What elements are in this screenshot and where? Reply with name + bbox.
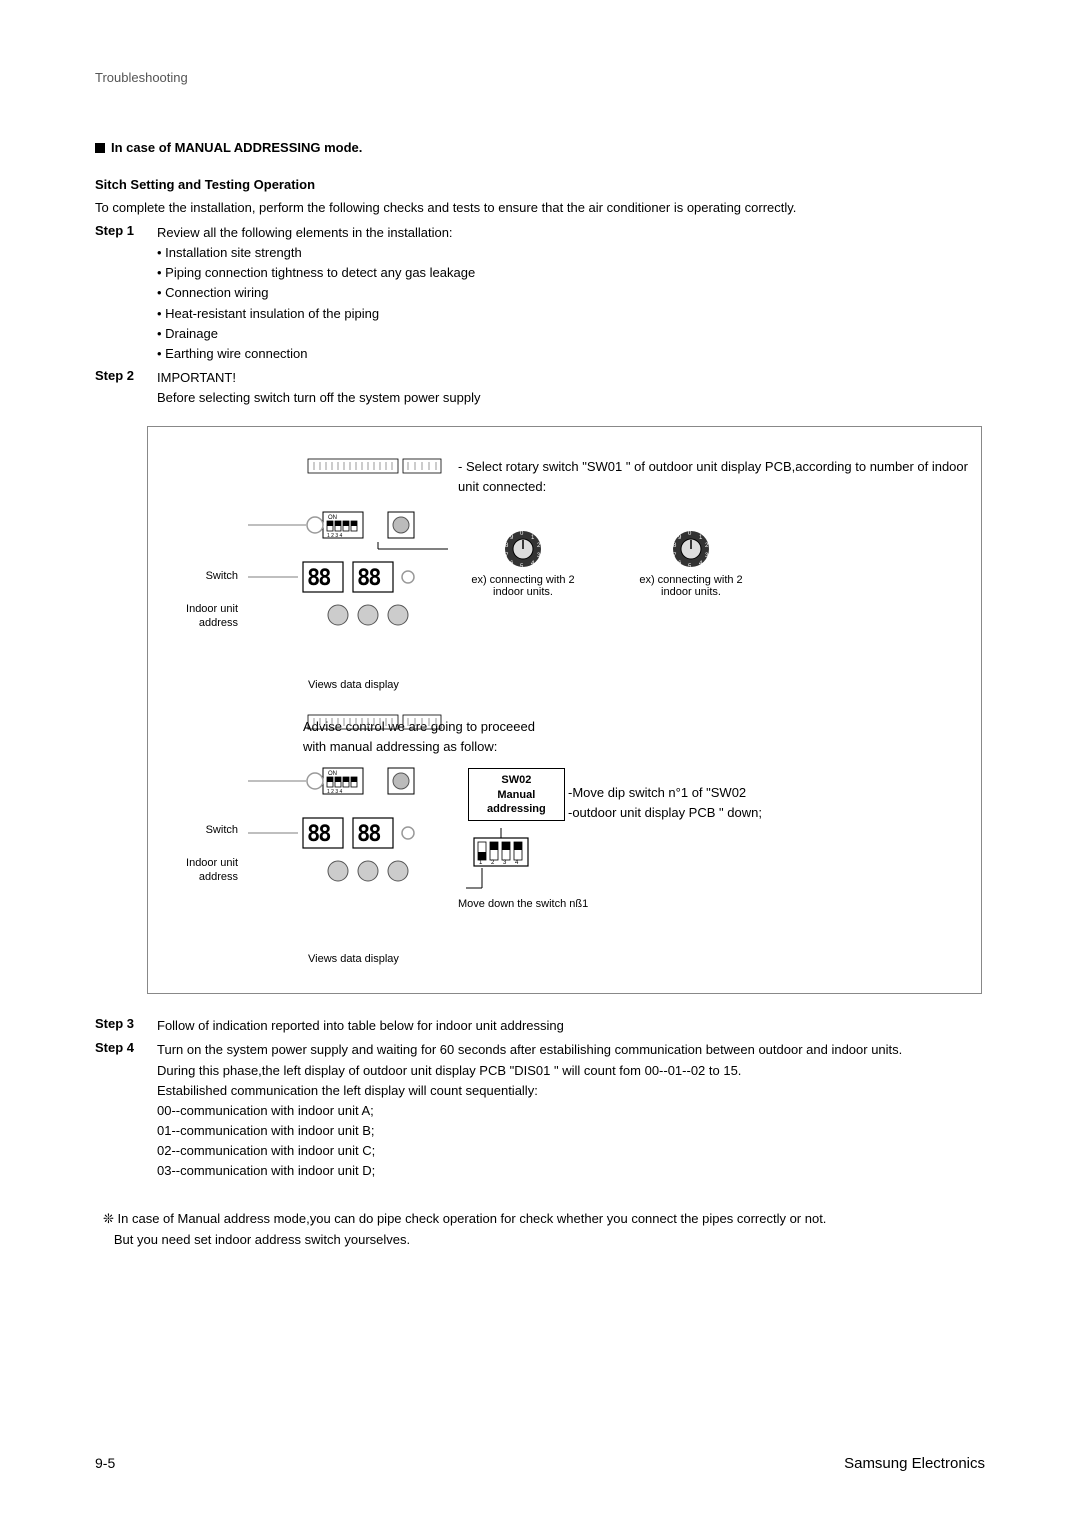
svg-text:3: 3 bbox=[503, 860, 507, 866]
step4-row: Step 4 Turn on the system power supply a… bbox=[95, 1040, 985, 1181]
rotary-group: 012 345 6789 ex) connecting with 2 indoo… bbox=[463, 527, 751, 598]
step3-label: Step 3 bbox=[95, 1016, 157, 1036]
svg-text:1 2 3 4: 1 2 3 4 bbox=[327, 533, 343, 539]
rotary-switch-icon: 012 345 6789 bbox=[669, 527, 713, 571]
page-number: 9-5 bbox=[95, 1455, 115, 1472]
sw02-box: SW02 Manual addressing bbox=[468, 768, 565, 821]
svg-text:88: 88 bbox=[307, 822, 330, 847]
step1-bullet: • Earthing wire connection bbox=[157, 344, 985, 364]
step1-bullet: • Installation site strength bbox=[157, 243, 985, 263]
subheading: Sitch Setting and Testing Operation bbox=[95, 177, 985, 192]
note-text: ❊ In case of Manual address mode,you can… bbox=[95, 1209, 985, 1249]
svg-text:1: 1 bbox=[479, 860, 483, 866]
views-caption: Views data display bbox=[308, 679, 399, 691]
square-bullet-icon bbox=[95, 143, 105, 153]
rotary-item: 012 345 6789 ex) connecting with 2 indoo… bbox=[631, 527, 751, 598]
rotary-caption: ex) connecting with 2 indoor units. bbox=[631, 574, 751, 598]
svg-text:2: 2 bbox=[491, 860, 495, 866]
step4-line: 02--communication with indoor unit C; bbox=[157, 1141, 985, 1161]
title-text: In case of MANUAL ADDRESSING mode. bbox=[111, 140, 362, 155]
note-line1: In case of Manual address mode,you can d… bbox=[118, 1211, 827, 1226]
note-prefix: ❊ bbox=[103, 1211, 118, 1226]
svg-text:1 2 3 4: 1 2 3 4 bbox=[327, 789, 343, 795]
svg-text:ON: ON bbox=[328, 771, 337, 777]
step1-bullet: • Piping connection tightness to detect … bbox=[157, 263, 985, 283]
step4-line: 03--communication with indoor unit D; bbox=[157, 1161, 985, 1181]
svg-text:ON: ON bbox=[328, 515, 337, 521]
rotary-caption: ex) connecting with 2 indoor units. bbox=[463, 574, 583, 598]
step4-line: 01--communication with indoor unit B; bbox=[157, 1121, 985, 1141]
step1-bullet: • Drainage bbox=[157, 324, 985, 344]
svg-text:4: 4 bbox=[515, 860, 519, 866]
footer: 9-5 Samsung Electronics bbox=[95, 1455, 985, 1472]
pcb-diagram-icon: ON 1 2 3 4 88 88 bbox=[248, 457, 448, 677]
svg-text:88: 88 bbox=[357, 566, 380, 591]
diagram-box: - Select rotary switch "SW01 " of outdoo… bbox=[147, 426, 982, 994]
svg-text:3: 3 bbox=[705, 553, 709, 559]
rotary-item: 012 345 6789 ex) connecting with 2 indoo… bbox=[463, 527, 583, 598]
diagram-right-text: - Select rotary switch "SW01 " of outdoo… bbox=[458, 457, 968, 497]
step1-lead: Review all the following elements in the… bbox=[157, 223, 985, 243]
step4-line: 00--communication with indoor unit A; bbox=[157, 1101, 985, 1121]
svg-text:88: 88 bbox=[307, 566, 330, 591]
step1-label: Step 1 bbox=[95, 223, 157, 364]
step3-row: Step 3 Follow of indication reported int… bbox=[95, 1016, 985, 1036]
step2-label: Step 2 bbox=[95, 368, 157, 408]
step4-label: Step 4 bbox=[95, 1040, 157, 1181]
step2-row: Step 2 IMPORTANT! Before selecting switc… bbox=[95, 368, 985, 408]
step1-body: Review all the following elements in the… bbox=[157, 223, 985, 364]
header-section: Troubleshooting bbox=[95, 70, 985, 85]
step4-line: Estabilished communication the left disp… bbox=[157, 1081, 985, 1101]
section-title: In case of MANUAL ADDRESSING mode. bbox=[95, 140, 985, 155]
step4-line: Turn on the system power supply and wait… bbox=[157, 1040, 985, 1060]
rotary-switch-icon: 012 345 6789 bbox=[501, 527, 545, 571]
svg-text:3: 3 bbox=[537, 553, 541, 559]
switch-label: Switch bbox=[168, 569, 238, 583]
pcb-group-upper: - Select rotary switch "SW01 " of outdoo… bbox=[168, 457, 961, 707]
svg-text:88: 88 bbox=[357, 822, 380, 847]
dip-caption: Move down the switch nß1 bbox=[458, 898, 588, 910]
dip-switch-icon: 1 2 3 4 bbox=[466, 828, 536, 898]
views-caption: Views data display bbox=[308, 953, 399, 965]
sw02-text: -Move dip switch n°1 of "SW02 -outdoor u… bbox=[568, 783, 762, 822]
note-line2: But you need set indoor address switch y… bbox=[114, 1232, 410, 1247]
step2-line2: Before selecting switch turn off the sys… bbox=[157, 388, 985, 408]
step1-bullet: • Connection wiring bbox=[157, 283, 985, 303]
step4-body: Turn on the system power supply and wait… bbox=[157, 1040, 985, 1181]
step2-important: IMPORTANT! bbox=[157, 368, 985, 388]
step4-line: During this phase,the left display of ou… bbox=[157, 1061, 985, 1081]
step3-body: Follow of indication reported into table… bbox=[157, 1016, 985, 1036]
pcb-labels: Switch Indoor unitaddress bbox=[168, 517, 238, 630]
pcb-labels: Switch Indoor unitaddress bbox=[168, 771, 238, 884]
pcb-group-lower: Switch Indoor unitaddress ON 1 2 3 4 88 … bbox=[168, 768, 961, 978]
intro-text: To complete the installation, perform th… bbox=[95, 200, 985, 215]
step1-row: Step 1 Review all the following elements… bbox=[95, 223, 985, 364]
addr-label: Indoor unitaddress bbox=[168, 856, 238, 885]
switch-label: Switch bbox=[168, 823, 238, 837]
addr-label: Indoor unitaddress bbox=[168, 602, 238, 631]
step1-bullet: • Heat-resistant insulation of the pipin… bbox=[157, 304, 985, 324]
footer-brand: Samsung Electronics bbox=[844, 1455, 985, 1472]
step2-body: IMPORTANT! Before selecting switch turn … bbox=[157, 368, 985, 408]
pcb-diagram-icon: ON 1 2 3 4 88 88 bbox=[248, 713, 448, 988]
